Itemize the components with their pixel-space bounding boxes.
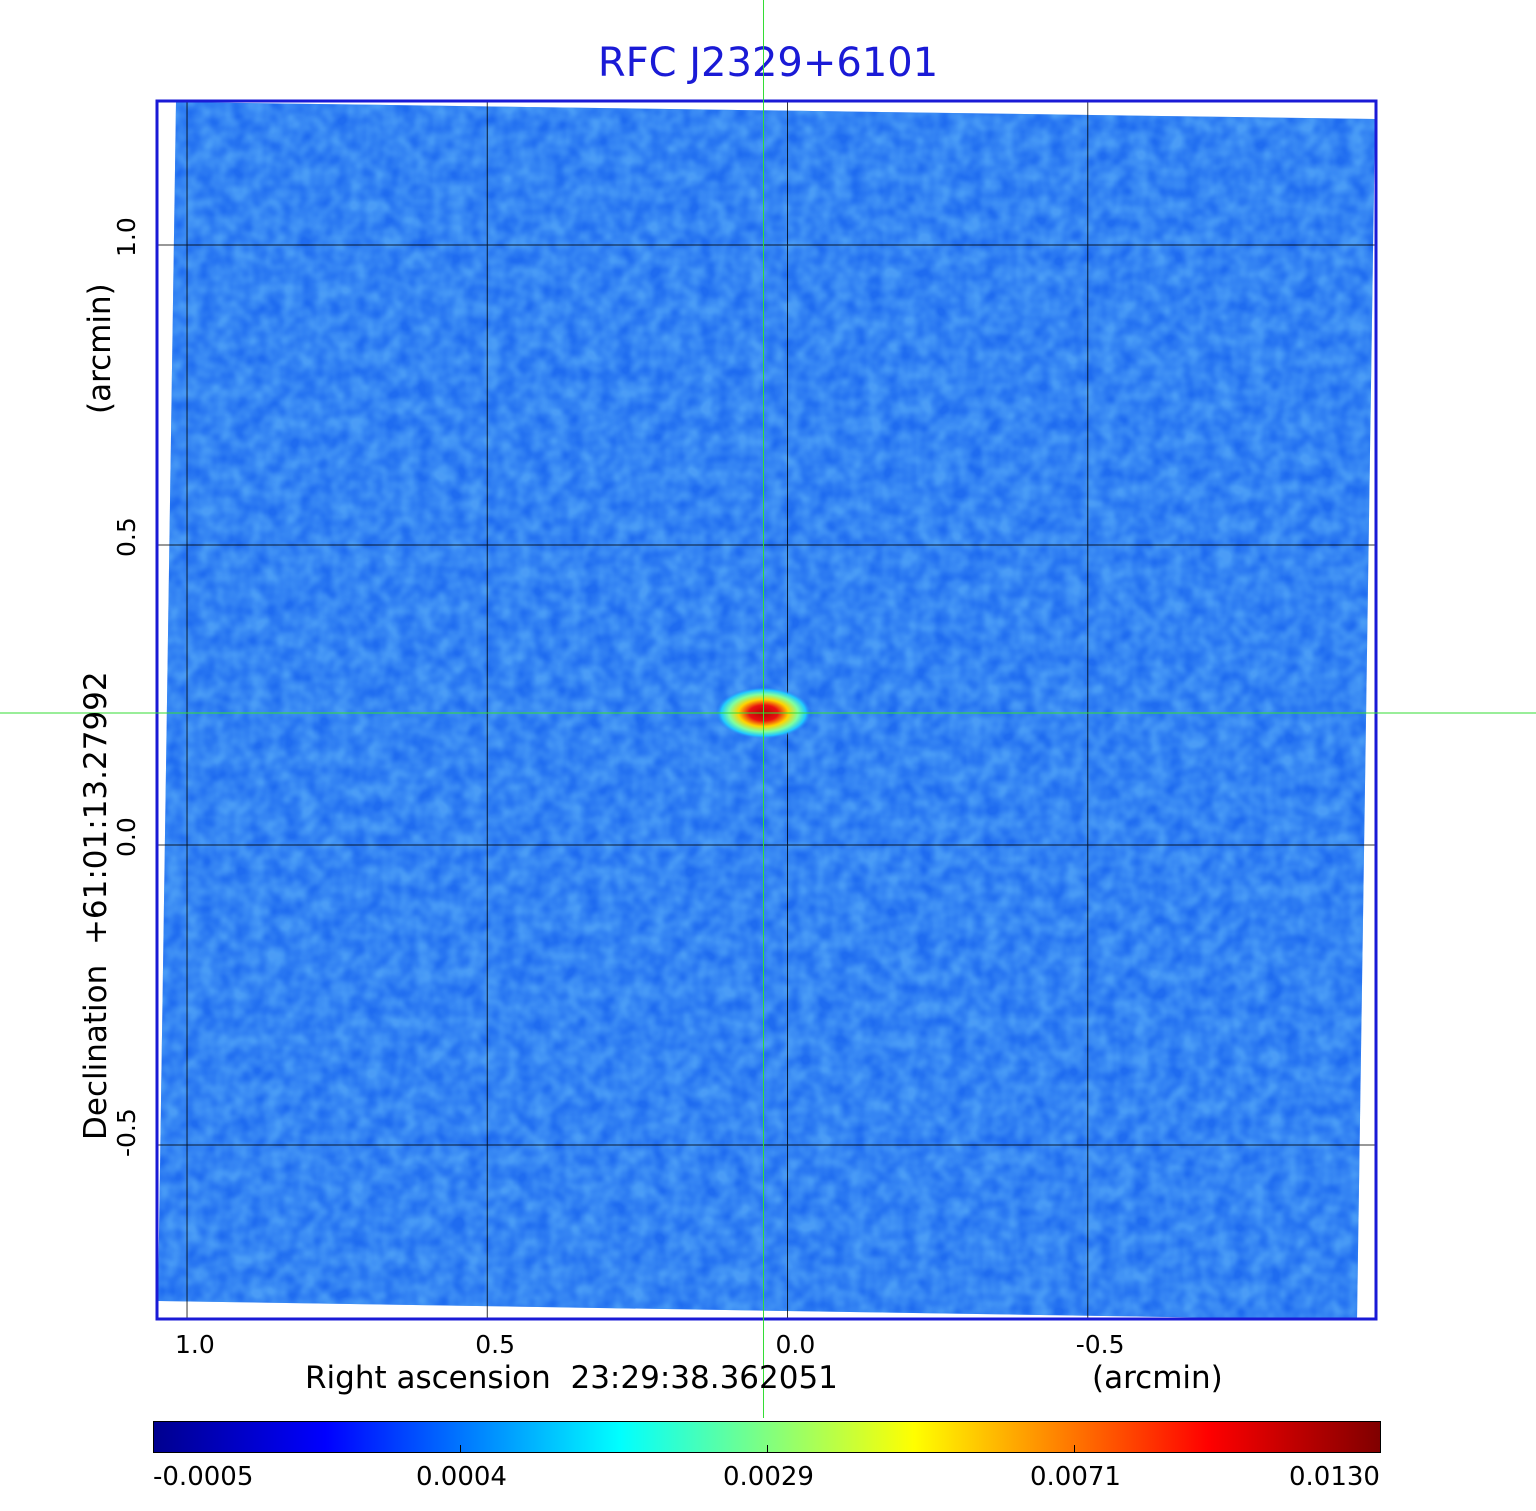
y-tick-label: 1.0 [112, 217, 141, 257]
colorbar-tick-mark [1074, 1445, 1075, 1453]
colorbar-tick-label: -0.0005 [153, 1462, 254, 1492]
x-axis-unit: (arcmin) [1092, 1360, 1223, 1396]
chart-title: RFC J2329+6101 [597, 40, 939, 86]
y-tick-label: 0.0 [112, 817, 141, 857]
x-tick-label: 0.0 [775, 1330, 816, 1359]
y-axis-unit: (arcmin) [82, 283, 118, 414]
x-tick-label: -0.5 [1075, 1330, 1125, 1359]
colorbar-tick-label: 0.0029 [723, 1462, 814, 1492]
colorbar-tick-mark [460, 1445, 461, 1453]
colorbar-tick-mark [767, 1445, 768, 1453]
plot-frame [155, 99, 1378, 1321]
grid-lines [157, 101, 1376, 1319]
y-tick-label: 0.5 [112, 517, 141, 557]
x-tick-label: 0.5 [475, 1330, 516, 1359]
colorbar-tick-label: 0.0071 [1030, 1462, 1121, 1492]
x-tick-label: 1.0 [175, 1330, 215, 1359]
y-tick-label: -0.5 [112, 1108, 141, 1157]
colorbar-tick-label: 0.0004 [416, 1462, 507, 1492]
colorbar-tick-label: 0.0130 [1289, 1462, 1380, 1492]
x-axis-label: Right ascension 23:29:38.362051 [305, 1360, 838, 1396]
y-axis-label: Declination +61:01:13.27992 [78, 671, 114, 1140]
crosshair [0, 0, 1536, 1418]
